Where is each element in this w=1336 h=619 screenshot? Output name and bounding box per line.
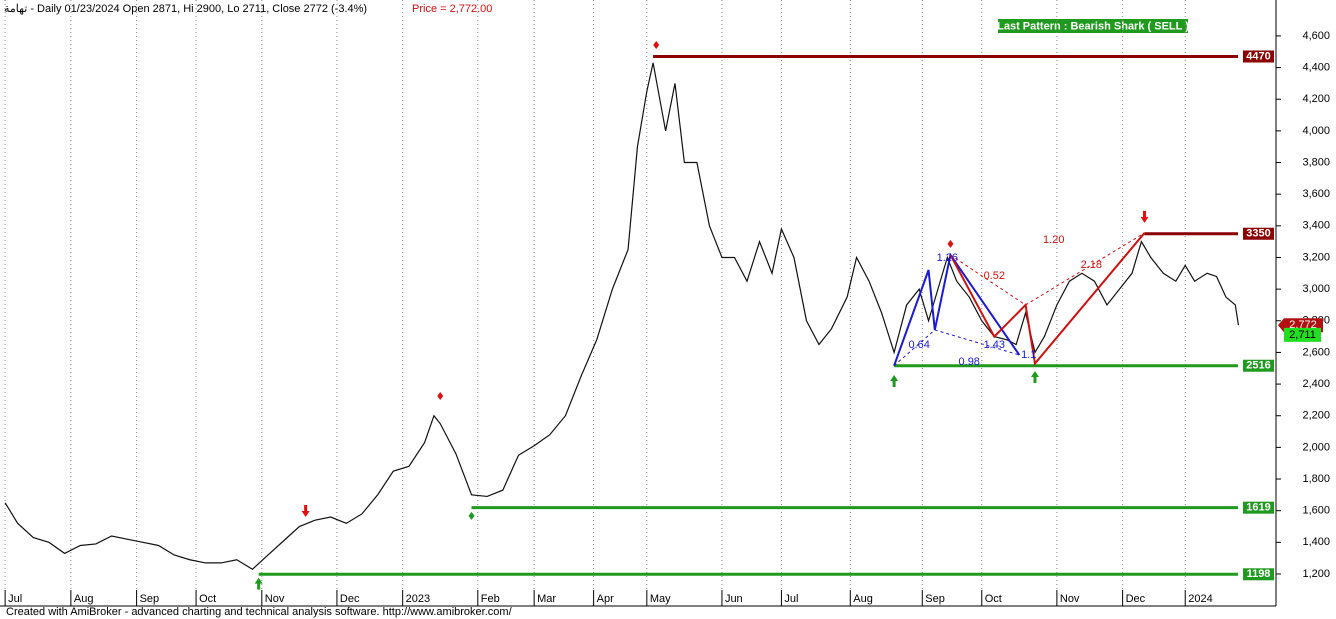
ratio-label: 0.64 <box>908 339 929 351</box>
x-tick-label: Dec <box>1126 593 1146 605</box>
y-tick-label: 2,400 <box>1302 378 1330 390</box>
ratio-label: 1.43 <box>984 339 1005 351</box>
x-tick-label: Oct <box>199 593 216 605</box>
level-label: 4470 <box>1246 50 1270 62</box>
x-tick-label: Jul <box>8 593 22 605</box>
y-tick-label: 3,800 <box>1302 156 1330 168</box>
level-label-box <box>1243 50 1274 63</box>
x-tick-label: May <box>650 593 671 605</box>
ratio-label: 0.52 <box>984 270 1005 282</box>
y-tick-label: 3,400 <box>1302 220 1330 232</box>
signal-marker <box>254 577 263 590</box>
x-tick-label: Nov <box>265 593 285 605</box>
y-tick-label: 3,200 <box>1302 251 1330 263</box>
low-tag-label: 2,711 <box>1289 329 1316 341</box>
level-label: 2516 <box>1246 360 1270 372</box>
level-label: 1198 <box>1247 568 1271 580</box>
signal-marker <box>437 391 444 400</box>
level-label: 3350 <box>1246 228 1270 240</box>
signal-marker <box>1030 371 1039 384</box>
ratio-label: 2.18 <box>1081 259 1102 271</box>
y-tick-label: 1,400 <box>1302 536 1330 548</box>
pattern-ratio-line <box>934 329 1020 356</box>
pattern-ratio-line <box>1025 232 1145 306</box>
chart-title: تهامة - Daily 01/23/2024 Open 2871, Hi 2… <box>4 3 367 15</box>
x-tick-label: Mar <box>537 593 556 605</box>
y-tick-label: 1,200 <box>1302 568 1330 580</box>
level-label-box <box>1243 501 1274 514</box>
y-tick-label: 2,000 <box>1302 441 1330 453</box>
x-tick-label: 2023 <box>406 593 430 605</box>
footer: Created with AmiBroker - advanced charti… <box>6 606 513 618</box>
y-tick-label: 2,200 <box>1302 410 1330 422</box>
ratio-label: 1.20 <box>1043 234 1064 246</box>
level-label: 1619 <box>1246 502 1270 514</box>
level-label-box <box>1243 359 1274 372</box>
level-label-box <box>1243 568 1274 581</box>
signal-marker <box>1140 210 1149 223</box>
x-tick-label: Sep <box>140 593 160 605</box>
signal-marker <box>947 239 954 248</box>
badge: Last Pattern : Bearish Shark ( SELL ) <box>997 20 1189 32</box>
y-tick-label: 3,000 <box>1302 283 1330 295</box>
x-tick-label: Jun <box>725 593 743 605</box>
x-tick-label: Aug <box>74 593 94 605</box>
y-tick-label: 4,000 <box>1302 125 1330 137</box>
x-tick-label: Oct <box>985 593 1002 605</box>
price-label: Price = 2,772.00 <box>412 3 492 15</box>
signal-marker <box>653 40 660 49</box>
x-tick-label: Nov <box>1060 593 1080 605</box>
x-tick-label: Sep <box>925 593 945 605</box>
x-tick-label: Dec <box>340 593 360 605</box>
y-tick-label: 4,200 <box>1302 93 1330 105</box>
badge-box <box>998 19 1188 33</box>
x-tick-label: Feb <box>481 593 500 605</box>
ratio-label: 1.26 <box>937 252 958 264</box>
y-tick-label: 4,600 <box>1302 30 1330 42</box>
x-tick-label: Jul <box>784 593 798 605</box>
price-line <box>4 62 1240 570</box>
level-label-box <box>1243 227 1274 240</box>
x-tick-label: Apr <box>597 593 614 605</box>
signal-marker <box>890 374 899 387</box>
y-tick-label: 1,600 <box>1302 505 1330 517</box>
x-tick-label: 2024 <box>1188 593 1212 605</box>
ratio-label: 1.1 <box>1021 349 1036 361</box>
low-tag <box>1284 327 1321 342</box>
signal-marker <box>468 511 475 520</box>
signal-marker <box>301 504 310 517</box>
y-tick-label: 2,600 <box>1302 346 1330 358</box>
x-tick-label: Aug <box>853 593 873 605</box>
y-tick-label: 1,800 <box>1302 473 1330 485</box>
ratio-label: 0.98 <box>959 356 980 368</box>
y-tick-label: 4,400 <box>1302 61 1330 73</box>
y-tick-label: 3,600 <box>1302 188 1330 200</box>
